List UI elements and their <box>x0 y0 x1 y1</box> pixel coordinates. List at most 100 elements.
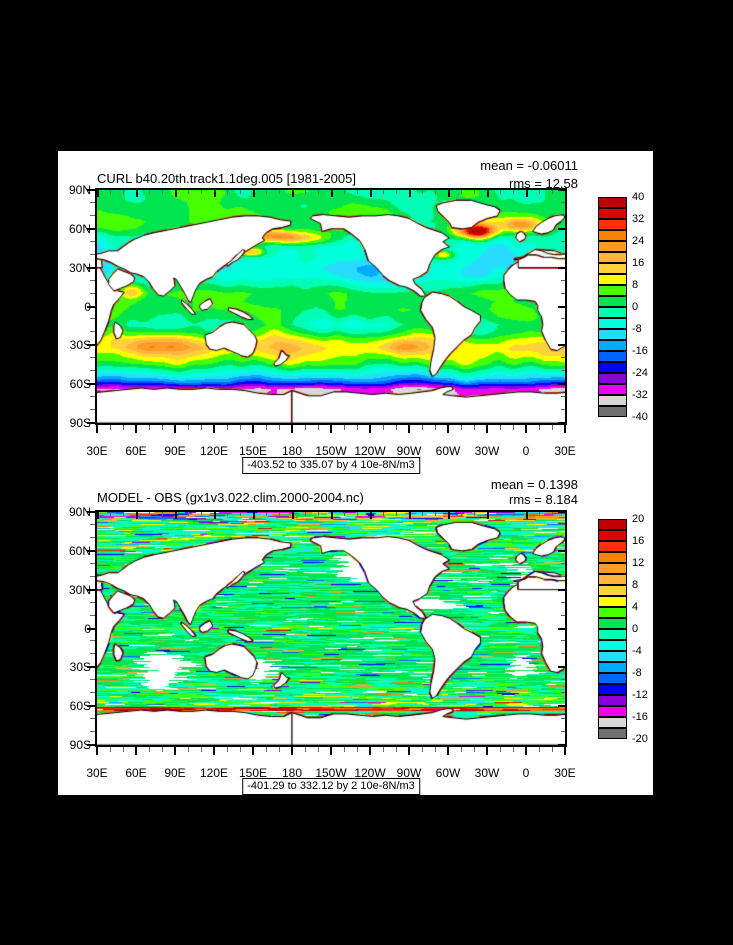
top-mean-value: mean = -0.06011 <box>480 158 578 173</box>
x-axis-tick-minor <box>422 425 423 430</box>
y-axis-tick-minor <box>90 653 95 655</box>
x-axis-top-tick-minor <box>201 190 202 194</box>
lon-tick-label: 60W <box>435 766 461 780</box>
y-axis-tick-major <box>87 549 95 552</box>
x-axis-tick-minor <box>435 747 436 752</box>
y-axis-right-tick-minor <box>561 396 565 398</box>
colorbar-label: 12 <box>632 557 645 569</box>
y-axis-tick-major <box>87 227 95 230</box>
y-axis-right-tick-minor <box>561 240 565 242</box>
x-axis-top-tick-major <box>331 190 333 197</box>
x-axis-top-tick-major <box>253 190 255 197</box>
x-axis-top-tick-major <box>136 512 138 519</box>
x-axis-top-tick-minor <box>357 512 358 516</box>
x-axis-tick-major <box>447 425 449 433</box>
colorbar-cell <box>598 241 627 252</box>
lat-tick-label: 90N <box>68 183 91 197</box>
lon-tick-label: 60E <box>125 444 147 458</box>
top-rms-value: rms = 12.58 <box>508 176 578 191</box>
x-axis-top-tick-minor <box>110 190 111 194</box>
colorbar-label: -12 <box>632 689 648 701</box>
y-axis-right-tick-minor <box>561 679 565 681</box>
x-axis-tick-minor <box>305 425 306 430</box>
x-axis-top-tick-major <box>97 512 99 519</box>
x-axis-tick-major <box>564 425 566 433</box>
bottom-map <box>87 511 567 755</box>
y-axis-tick-minor <box>90 679 95 681</box>
x-axis-tick-major <box>96 425 98 433</box>
colorbar-label: 0 <box>632 301 639 313</box>
x-axis-tick-major <box>135 747 137 755</box>
y-axis-tick-major <box>87 305 95 308</box>
colorbar-label: -16 <box>632 711 648 723</box>
x-axis-top-tick-minor <box>110 512 111 516</box>
x-axis-tick-minor <box>162 747 163 752</box>
lat-tick-label: 90N <box>68 505 91 519</box>
colorbar-label: 24 <box>632 235 645 247</box>
x-axis-top-tick-minor <box>318 512 319 516</box>
lon-tick-label: 90W <box>396 444 422 458</box>
x-axis-top-tick-minor <box>149 512 150 516</box>
y-axis-tick-minor <box>90 396 95 398</box>
x-axis-tick-minor <box>123 425 124 430</box>
x-axis-top-tick-major <box>253 512 255 519</box>
colorbar-cell <box>598 706 627 717</box>
x-axis-tick-major <box>291 425 293 433</box>
colorbar-cell <box>598 230 627 241</box>
x-axis-top-tick-minor <box>123 512 124 516</box>
colorbar-label: 20 <box>632 513 645 525</box>
lon-tick-label: 150E <box>238 766 268 780</box>
lon-tick-label: 30W <box>474 766 500 780</box>
x-axis-tick-minor <box>227 425 228 430</box>
y-axis-tick-minor <box>90 318 95 320</box>
x-axis-top-tick-minor <box>123 190 124 194</box>
colorbar-cell <box>598 585 627 596</box>
colorbar-label: -40 <box>632 411 648 423</box>
x-axis-top-tick-minor <box>422 512 423 516</box>
lon-tick-label: 30E <box>86 444 108 458</box>
y-axis-tick-minor <box>90 731 95 733</box>
y-axis-tick-minor <box>90 240 95 242</box>
lon-tick-label: 120W <box>354 766 386 780</box>
x-axis-top-tick-minor <box>539 190 540 194</box>
lat-tick-label: 30S <box>69 660 91 675</box>
y-axis-right-tick-major <box>558 705 565 708</box>
x-axis-top-tick-major <box>409 190 411 197</box>
y-axis-right-tick-minor <box>561 201 565 203</box>
x-axis-top-tick-minor <box>305 190 306 194</box>
bottom-map-frame <box>95 510 567 747</box>
x-axis-top-tick-major <box>448 512 450 519</box>
y-axis-tick-minor <box>90 601 95 603</box>
colorbar-label: 16 <box>632 535 645 547</box>
colorbar-cell <box>598 351 627 362</box>
x-axis-tick-major <box>135 425 137 433</box>
colorbar-label: 32 <box>632 213 645 225</box>
x-axis-tick-major <box>369 747 371 755</box>
x-axis-top-tick-minor <box>383 512 384 516</box>
colorbar-label: -32 <box>632 389 648 401</box>
colorbar-cell <box>598 695 627 706</box>
lat-tick-label: 0 <box>84 621 91 636</box>
x-axis-top-tick-minor <box>279 190 280 194</box>
x-axis-tick-minor <box>123 747 124 752</box>
x-axis-tick-minor <box>266 747 267 752</box>
y-axis-tick-minor <box>90 357 95 359</box>
x-axis-tick-minor <box>201 747 202 752</box>
y-axis-right-tick-minor <box>561 331 565 333</box>
y-axis-tick-major <box>87 627 95 630</box>
lon-tick-label: 120E <box>199 766 229 780</box>
y-axis-right-tick-major <box>558 511 565 513</box>
x-axis-top-tick-major <box>175 190 177 197</box>
x-axis-tick-minor <box>513 747 514 752</box>
x-axis-top-tick-minor <box>162 190 163 194</box>
x-axis-top-tick-minor <box>383 190 384 194</box>
y-axis-right-tick-minor <box>561 279 565 281</box>
x-axis-top-tick-minor <box>279 512 280 516</box>
colorbar-label: -24 <box>632 367 648 379</box>
colorbar-cell <box>598 574 627 585</box>
x-axis-tick-major <box>252 425 254 433</box>
x-axis-tick-minor <box>474 747 475 752</box>
x-axis-tick-minor <box>227 747 228 752</box>
x-axis-top-tick-major <box>487 190 489 197</box>
